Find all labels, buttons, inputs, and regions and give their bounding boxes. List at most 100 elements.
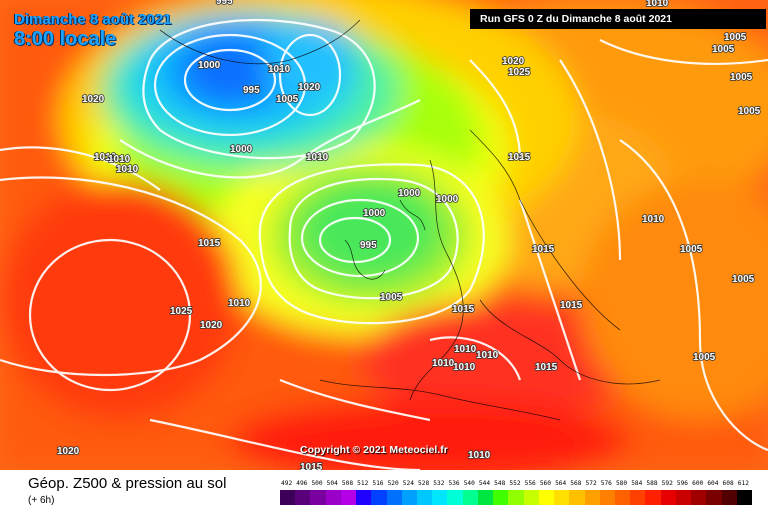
isobar-label: 1005 <box>732 274 755 285</box>
isobar-label: 1010 <box>228 298 251 309</box>
legend-swatch <box>554 490 570 505</box>
legend-swatch <box>691 490 707 505</box>
legend-label: 540 <box>463 480 475 487</box>
isobar-label: 1010 <box>94 152 117 163</box>
legend-swatch <box>706 490 723 505</box>
legend-swatch <box>356 490 372 505</box>
legend-label: 536 <box>448 480 460 487</box>
isobar-label: 1025 <box>170 306 193 317</box>
legend-label: 592 <box>661 480 673 487</box>
legend-label: 584 <box>631 480 643 487</box>
isobar-label: 1010 <box>432 358 455 369</box>
legend-swatch <box>310 490 327 505</box>
legend-label: 512 <box>357 480 369 487</box>
legend-label: 604 <box>707 480 719 487</box>
map-footer: Géop. Z500 & pression au sol (+ 6h) 492 4… <box>0 470 768 512</box>
legend-label: 556 <box>524 480 536 487</box>
legend-label: 492 <box>281 480 293 487</box>
isobar-label: 1020 <box>502 56 525 67</box>
legend-label: 544 <box>478 480 491 487</box>
legend-label: 496 <box>296 480 308 487</box>
legend-swatch <box>584 490 601 505</box>
legend-swatch <box>508 490 525 505</box>
isobar-label: 1005 <box>276 94 299 105</box>
run-info-banner: Run GFS 0 Z du Dimanche 8 août 2021 <box>470 9 766 29</box>
legend-label: 500 <box>311 480 323 487</box>
isobar-label: 1000 <box>198 60 221 71</box>
isobar-label: 1000 <box>230 144 253 155</box>
isobar-label: 1010 <box>268 64 291 75</box>
legend-swatch <box>371 490 388 505</box>
legend-swatch <box>325 490 342 505</box>
isobar-label: 1010 <box>453 362 476 373</box>
isobar-label: 1005 <box>380 292 403 303</box>
isobar-label: 1010 <box>476 350 499 361</box>
coastlines <box>159 19 661 421</box>
legend-swatch <box>569 490 585 505</box>
legend-swatch <box>432 490 448 505</box>
forecast-hour: 8:00 locale <box>14 27 117 50</box>
isobar-label: 1010 <box>642 214 665 225</box>
legend-swatch <box>401 490 418 505</box>
legend-swatch <box>386 490 403 505</box>
legend-swatch <box>340 490 357 505</box>
forecast-time: Dimanche 8 août 2021 8:00 locale <box>14 12 172 50</box>
isobar-label: 1005 <box>738 106 761 117</box>
legend-label: 572 <box>585 480 597 487</box>
legend-label: 548 <box>494 480 506 487</box>
isobar-label: 995 <box>360 240 377 251</box>
legend-label: 504 <box>326 480 338 487</box>
legend-swatch <box>295 490 311 505</box>
legend-label: 588 <box>646 480 658 487</box>
legend-swatch <box>417 490 433 505</box>
isobar-label: 1005 <box>680 244 703 255</box>
legend-swatch <box>614 490 631 505</box>
copyright-text: Copyright © 2021 Meteociel.fr <box>300 444 448 456</box>
isobar-label: 995 <box>243 85 260 96</box>
isobar-label: 1005 <box>724 32 747 43</box>
isobar-label: 1000 <box>398 188 421 199</box>
legend-label: 608 <box>722 480 734 487</box>
legend-swatch <box>660 490 677 505</box>
legend-label: 612 <box>737 480 749 487</box>
legend-swatch <box>280 490 296 505</box>
legend-label: 520 <box>387 480 399 487</box>
legend-label: 600 <box>692 480 704 487</box>
isobar-lines <box>0 18 768 470</box>
legend-swatch <box>736 490 753 505</box>
isobar-label: 1020 <box>82 94 105 105</box>
legend-swatch <box>477 490 494 505</box>
legend-swatch <box>599 490 616 505</box>
isobar-label: 1005 <box>730 72 753 83</box>
isobar-label: 1010 <box>468 450 491 461</box>
legend-label: 524 <box>402 480 414 487</box>
isobar-label: 1025 <box>508 67 531 78</box>
isobar-label: 1015 <box>535 362 558 373</box>
isobar-label: 1015 <box>452 304 475 315</box>
isobar-label: 1010 <box>116 164 139 175</box>
legend-label: 516 <box>372 480 384 487</box>
isobar-label: 1000 <box>363 208 386 219</box>
isobar-label: 1020 <box>298 82 321 93</box>
isobar-label: 1015 <box>508 152 531 163</box>
legend-swatch <box>721 490 738 505</box>
color-legend: 492 496 500 504 508 512 516 520 524 528 532 536 540 5… <box>280 476 753 506</box>
isobar-label: 1005 <box>693 352 716 363</box>
weather-map: 995 1000 1005 1010 1015 1020 1025 995 10… <box>0 0 768 470</box>
map-caption: Géop. Z500 & pression au sol <box>28 475 227 492</box>
isobar-label: 1015 <box>198 238 221 249</box>
isobar-label: 1020 <box>57 446 80 457</box>
forecast-date: Dimanche 8 août 2021 <box>14 11 172 28</box>
isobar-label: 995 <box>216 0 233 7</box>
legend-swatch <box>630 490 646 505</box>
legend-swatch <box>462 490 479 505</box>
legend-label: 528 <box>418 480 430 487</box>
legend-label: 576 <box>600 480 612 487</box>
legend-swatch <box>538 490 555 505</box>
isobar-label: 1015 <box>560 300 583 311</box>
legend-swatch <box>447 490 464 505</box>
isobar-label: 1010 <box>108 154 131 165</box>
legend-label: 508 <box>341 480 354 487</box>
legend-swatch <box>645 490 662 505</box>
isobar-label: 1000 <box>436 194 459 205</box>
